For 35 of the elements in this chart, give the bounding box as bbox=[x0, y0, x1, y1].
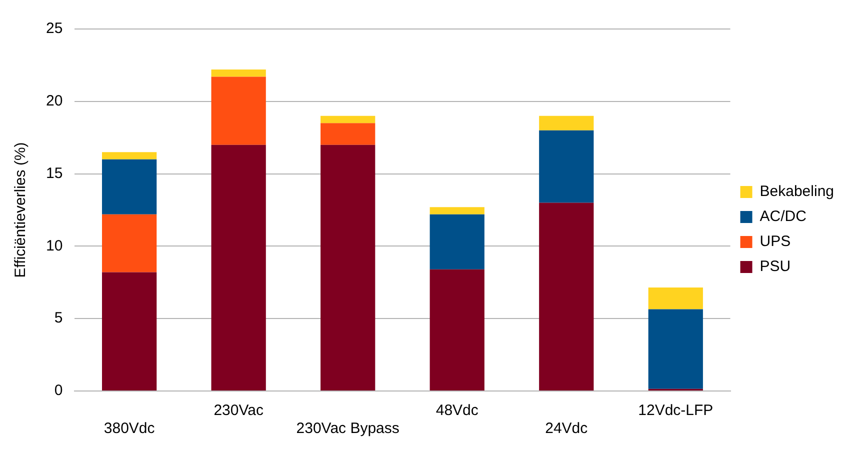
y-axis-title: Efficiëntieverlies (%) bbox=[12, 142, 30, 278]
bar bbox=[211, 76, 266, 145]
bar bbox=[539, 116, 594, 130]
x-tick-label: 12Vdc-LFP bbox=[638, 402, 714, 420]
y-tick-label: 20 bbox=[46, 92, 63, 110]
bar bbox=[102, 272, 157, 390]
x-tick-label: 48Vdc bbox=[436, 402, 479, 420]
bar bbox=[320, 116, 376, 124]
y-tick-label: 25 bbox=[46, 20, 63, 38]
bar bbox=[102, 159, 157, 214]
bar bbox=[430, 269, 484, 390]
bar bbox=[430, 214, 484, 270]
bar bbox=[102, 152, 157, 160]
bar bbox=[320, 123, 376, 145]
y-tick-label: 5 bbox=[54, 310, 63, 327]
bar bbox=[102, 214, 157, 272]
y-tick-label: 15 bbox=[46, 164, 63, 182]
bar bbox=[539, 202, 594, 390]
legend-label: PSU bbox=[760, 258, 791, 276]
bar bbox=[320, 144, 376, 390]
legend-label: UPS bbox=[760, 233, 791, 250]
bar bbox=[211, 70, 266, 77]
bar bbox=[211, 144, 266, 390]
bar bbox=[430, 207, 484, 214]
x-tick-label: 230Vac Bypass bbox=[296, 420, 400, 438]
bar bbox=[648, 309, 703, 389]
y-tick-label: 10 bbox=[46, 237, 63, 254]
bar bbox=[648, 287, 703, 310]
legend-label: Bekabeling bbox=[760, 183, 834, 200]
x-tick-label: 380Vdc bbox=[104, 420, 156, 438]
legend-label: AC/DC bbox=[760, 208, 807, 226]
x-tick-label: 24Vdc bbox=[545, 420, 588, 438]
bar bbox=[539, 130, 594, 203]
x-tick-label: 230Vac bbox=[214, 402, 264, 420]
y-tick-label: 0 bbox=[54, 382, 63, 400]
